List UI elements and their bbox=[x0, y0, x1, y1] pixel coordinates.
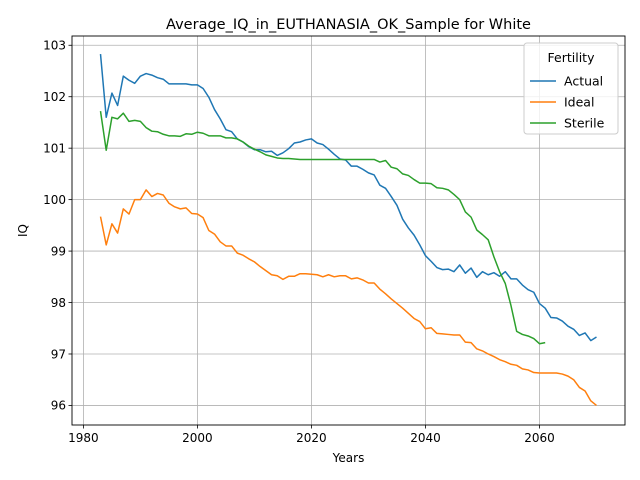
y-tick-label: 100 bbox=[43, 193, 66, 207]
series-line-sterile bbox=[99, 111, 546, 345]
y-tick-label: 101 bbox=[43, 141, 66, 155]
y-tick-label: 96 bbox=[51, 399, 66, 413]
x-axis-label: Years bbox=[332, 451, 365, 465]
legend-entries: Actual Ideal Sterile bbox=[530, 74, 605, 131]
y-tick-label: 97 bbox=[51, 347, 66, 361]
legend: Fertility Actual Ideal Sterile bbox=[523, 42, 619, 135]
legend-label-ideal: Ideal bbox=[564, 95, 594, 110]
y-axis-label: IQ bbox=[16, 224, 30, 237]
y-tick-label: 102 bbox=[43, 90, 66, 104]
legend-box bbox=[523, 42, 619, 135]
x-tick-label: 2000 bbox=[182, 431, 213, 445]
series-line-ideal bbox=[99, 189, 597, 407]
x-axis: 1980 2000 2020 2040 2060 bbox=[68, 425, 555, 445]
legend-label-sterile: Sterile bbox=[564, 116, 605, 131]
y-tick-label: 98 bbox=[51, 296, 66, 310]
plot-frame bbox=[71, 35, 626, 426]
legend-label-actual: Actual bbox=[564, 74, 603, 89]
series-layer bbox=[99, 53, 597, 407]
x-tick-label: 2020 bbox=[296, 431, 327, 445]
y-tick-label: 99 bbox=[51, 244, 66, 258]
x-tick-label: 1980 bbox=[68, 431, 99, 445]
grid bbox=[72, 36, 625, 425]
legend-title: Fertility bbox=[548, 50, 596, 65]
x-tick-label: 2040 bbox=[410, 431, 441, 445]
x-tick-label: 2060 bbox=[524, 431, 555, 445]
series-line-actual bbox=[99, 53, 597, 342]
chart-title: Average_IQ_in_EUTHANASIA_OK_Sample for W… bbox=[166, 17, 531, 33]
y-axis: 96 97 98 99 100 101 102 103 bbox=[43, 39, 72, 413]
y-tick-label: 103 bbox=[43, 39, 66, 53]
